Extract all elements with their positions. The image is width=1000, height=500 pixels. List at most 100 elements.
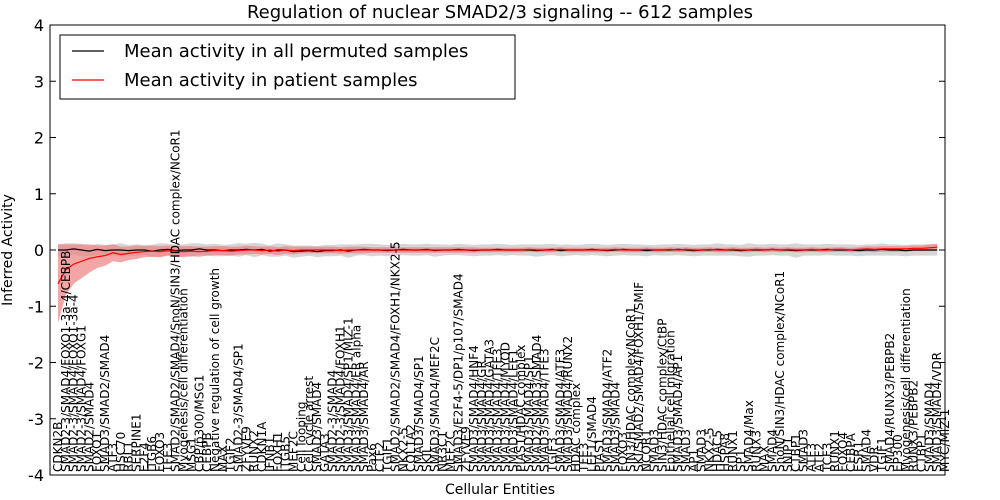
x-tick-label: SKIL [420,446,434,472]
x-tick-label: ZFYVE9 [459,426,473,472]
x-tick-label: NR3C1 [436,431,450,472]
x-tick-label: SMAD3/SMAD4/HNF4 [467,345,481,472]
x-tick-label: HSPA8 [718,433,732,472]
x-tick-label: RUNX2 [247,430,261,472]
x-tick-label: Myogenesis/cell differentiation [177,288,191,472]
x-tick-label: SMAD2/SMAD3/SMAD4 [530,335,544,472]
x-tick-label: Negative regulation of cell growth [208,268,222,472]
x-tick-label: RUNX3 [750,430,764,472]
x-tick-label: SIN3/HDAC complex/NCoR1 [624,306,638,472]
x-tick-label: SMAD3/SMAD4/AP1 [671,355,685,472]
x-tick-label: HDAC5 [710,430,724,472]
x-tick-label: Epithelial cell migration [663,330,677,472]
y-tick-label: -1 [28,297,44,316]
x-tick-label: SMAD3/SMAD4/AR [357,361,371,472]
x-tick-label: CEBPA [844,432,858,472]
x-tick-label: CDKN2B [51,422,65,472]
x-tick-label: NKX2-5 [703,427,717,472]
x-tick-label: NCOR1 [640,429,654,472]
y-tick-label: 3 [34,72,44,91]
x-tick-label: SMAD3/SMAD4 [310,382,324,472]
x-tick-label: Pax6 [365,443,379,472]
chart-title: Regulation of nuclear SMAD2/3 signaling … [247,2,753,23]
legend-label-permuted: Mean activity in all permuted samples [124,41,468,62]
x-tick-label: SMAD3/SMAD4/VDR [930,352,944,472]
x-tick-label: SMAD4/Max [742,400,756,472]
x-tick-label: SMAD3/SMAD4/ATF2 [601,349,615,472]
legend-box [59,34,516,100]
x-tick-label: SMAD2/SMAD4 [82,382,96,472]
y-tick-label: 4 [34,16,44,35]
x-tick-label: CEBPB [200,432,214,472]
x-tick-label: MAX [758,445,772,472]
y-tick-label: 1 [34,185,44,204]
x-tick-label: EP300 [891,434,905,472]
x-tick-label: RUNX3/PEBPB2 [907,380,921,472]
x-tick-label: IFNB1 [263,437,277,472]
x-tick-label: Cell looping [294,402,308,472]
legend-label-patient: Mean activity in patient samples [124,70,418,91]
y-axis: -4 -3 -2 -1 0 1 2 3 4 [28,16,945,485]
x-tick-label: MEF2C [444,431,458,472]
x-tick-label: CTF2 [373,442,387,472]
x-tick-label: SMAD2/SMAD2/SMAD4/SnoN/SIN3/HDAC complex… [169,129,183,472]
x-tick-label: NKX2-5 [396,427,410,472]
x-tick-label: LEF1/SMAD4 [585,396,599,472]
x-tick-label: E2F4 [137,442,151,472]
x-tick-label: RBL1 [122,441,136,472]
x-tick-label: SMAD3/SMAD4/MEF2C [428,337,442,472]
x-tick-label: SMAD3/SMAD4/SP1 [412,355,426,472]
x-tick-label: RUNX1 [828,430,842,472]
x-tick-label: FOXO3 [153,432,167,472]
x-tick-label: MAX [216,445,230,472]
x-tick-label: SMAD2-3/SMAD4 [326,370,340,472]
x-tick-label: SMAD3/SMAD4/MYOD [498,342,512,472]
x-tick-label: FOXH1 [271,432,285,472]
y-tick-label: 0 [34,241,44,260]
y-tick-label: 2 [34,129,44,148]
x-tick-label: TFE3 [577,443,591,473]
x-tick-label: SMAD2-3/SMAD4/FOXO1-3a-4/CEBPB [59,251,73,472]
x-tick-label: AP1 [687,449,701,472]
x-tick-label: SMAD4/RUNX3/PEBPB2 [883,333,897,472]
x-tick-label: SERPINE1 [130,413,144,472]
y-tick-label: -4 [28,466,44,485]
x-tick-label: ATF2 [812,443,826,472]
x-tick-label: ITGB5 [279,436,293,472]
x-tick-label: SKI/SMAD2/SMAD4/FOXH1/SMIF [632,282,646,472]
x-tick-label: SMAD3/SMAD4/ER alpha [349,325,363,472]
x-tick-label: MSG1 [184,437,198,472]
x-tick-label: TGIF2 [224,437,238,473]
x-tick-labels: CDKN2BSMAD2-3/SMAD4/FOXO1-3a-4/CEBPBSMAD… [51,129,952,473]
x-tick-label: PIAS1 [593,438,607,472]
x-tick-label: SMAD3/SMAD4/TFE3 [538,348,552,472]
x-tick-label: SP1 [734,449,748,472]
x-tick-label: SMAD3/SMAD4/RUNX2 [561,336,575,472]
legend: Mean activity in all permuted samples Me… [59,34,516,100]
x-tick-label: TCF3 [820,442,834,473]
x-tick-label: Myogenesis/cell differentiation [899,288,913,472]
x-tick-label: SMAD3/SMAD4/SP1/MIZ-1 [341,317,355,472]
y-tick-label: -2 [28,354,44,373]
y-tick-label: -3 [28,410,44,429]
x-tick-label: COL1A2 [404,424,418,472]
x-tick-label: SMAD4 [860,429,874,472]
x-tick-label: SnoN/SIN3/HDAC complex/NCoR1 [773,271,787,472]
x-axis-label: Cellular Entities [445,482,555,498]
x-tick-label: SMAD3/SMAD2/SMAD4 [98,335,112,472]
x-tick-label: TGIF1 [875,437,889,473]
x-tick-label: SMAD2-3/SMAD4/FOXH1 [334,325,348,472]
x-tick-label: SNIP1 [781,437,795,472]
x-tick-label: SMAD3/SMAD4/GATA3 [483,339,497,472]
x-tick-label: TGIF3 [546,437,560,473]
x-tick-label: SMAD2-3/SMAD4/FOXG1 [75,325,89,472]
x-tick-label: SIN3/HDAC complex/CtBP [655,318,669,472]
x-tick-label: HDAC complex [569,383,583,472]
x-tick-label: ATF3 [805,443,819,472]
x-tick-label: Cell cycle arrest [302,376,316,472]
x-tick-label: SMAD2-3/SMAD4/SP1 [232,343,246,472]
x-tick-label: SMAD3/SMAD4/SP1 [522,355,536,472]
x-tick-label: SMAD3 [679,429,693,472]
x-tick-label: SMAD3 [648,429,662,472]
x-tick-label: SMAD3/SMAD4/GR [475,360,489,472]
